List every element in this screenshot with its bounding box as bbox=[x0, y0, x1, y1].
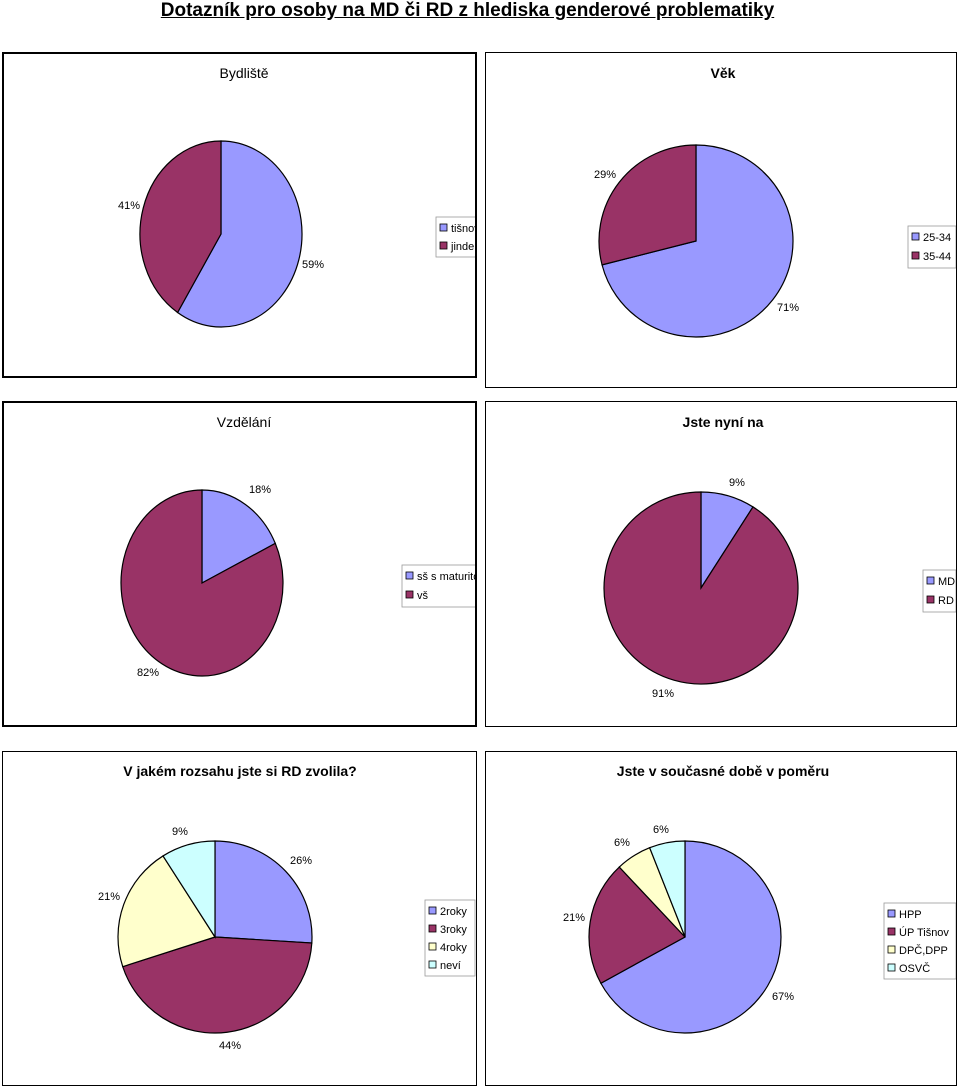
data-label-4roky: 21% bbox=[98, 891, 120, 903]
pie-chart-bydliste: Bydliště 59% 41% tišnov jinde bbox=[118, 65, 475, 328]
legend-swatch-ss-s-maturitou bbox=[405, 571, 414, 580]
pie-slice-jinde bbox=[139, 140, 222, 314]
pie-slice-nevi bbox=[162, 840, 216, 940]
data-label-vs: 82% bbox=[137, 667, 159, 679]
legend-label-vs: vš bbox=[417, 590, 429, 602]
legend-label-3roky: 3roky bbox=[440, 924, 467, 936]
pie-slice-3roky bbox=[121, 936, 313, 1034]
legend-box bbox=[401, 564, 475, 608]
data-label-2roky: 26% bbox=[290, 855, 312, 867]
pie-slice-35-44 bbox=[598, 144, 697, 266]
pie-slice-vs bbox=[120, 489, 284, 677]
data-label-jinde: 41% bbox=[118, 200, 140, 212]
pie-slice-2roky bbox=[214, 840, 313, 944]
pie-slice-rd bbox=[603, 491, 799, 685]
data-label-rd: 91% bbox=[652, 688, 674, 700]
pie-slice-ss-s-maturitou bbox=[201, 489, 277, 585]
data-label-tisnov: 59% bbox=[302, 259, 324, 271]
legend-label-rd: RD bbox=[938, 595, 954, 607]
legend-swatch-up-tisnov bbox=[887, 927, 896, 936]
pie-slice-up-tisnov bbox=[588, 866, 686, 985]
legend-swatch-dpc-dpp bbox=[887, 945, 896, 954]
legend-label-md: MD bbox=[938, 576, 955, 588]
data-label-3roky: 44% bbox=[219, 1040, 241, 1052]
pie-slice-25-34 bbox=[601, 144, 794, 338]
legend-swatch-2roky bbox=[428, 906, 437, 915]
pie-chart-vek: Věk 71% 29% 25-34 35-44 bbox=[594, 65, 956, 338]
legend-label-35-44: 35-44 bbox=[923, 251, 951, 263]
data-label-nevi: 9% bbox=[172, 826, 188, 838]
legend-swatch-25-34 bbox=[911, 232, 920, 241]
legend-box bbox=[883, 902, 956, 980]
legend-label-25-34: 25-34 bbox=[923, 232, 951, 244]
legend-swatch-4roky bbox=[428, 942, 437, 951]
chart-panel-pomer: Jste v současné době v poměru 67% 21% 6% 6% H… bbox=[485, 751, 957, 1086]
chart-title: Jste v současné době v poměru bbox=[617, 763, 829, 779]
chart-title: V jakém rozsahu jste si RD zvolila? bbox=[123, 763, 356, 779]
data-label-osvc: 6% bbox=[653, 824, 669, 836]
data-label-25-34: 71% bbox=[777, 302, 799, 314]
data-label-dpc-dpp: 6% bbox=[614, 837, 630, 849]
pie-slice-tisnov bbox=[176, 140, 303, 328]
legend-swatch-osvc bbox=[887, 963, 896, 972]
chart-panel-vzdelani: Vzdělání 18% 82% sš s maturitou vš bbox=[2, 401, 477, 727]
legend-label-hpp: HPP bbox=[899, 909, 922, 921]
pie-chart-vzdelani: Vzdělání 18% 82% sš s maturitou vš bbox=[120, 414, 475, 679]
data-label-md: 9% bbox=[729, 477, 745, 489]
legend-label-tisnov: tišnov bbox=[451, 223, 475, 235]
pie-chart-rozsah-rd: V jakém rozsahu jste si RD zvolila? 26% 44… bbox=[98, 763, 476, 1052]
legend-label-dpc-dpp: DPČ,DPP bbox=[899, 944, 948, 957]
legend-label-jinde: jinde bbox=[450, 241, 474, 253]
page-title: Dotazník pro osoby na MD či RD z hledisk… bbox=[160, 0, 775, 21]
legend-swatch-3roky bbox=[428, 924, 437, 933]
legend-swatch-md bbox=[926, 576, 935, 585]
chart-panel-vek: Věk 71% 29% 25-34 35-44 bbox=[485, 52, 957, 388]
legend-label-osvc: OSVČ bbox=[899, 962, 930, 975]
pie-chart-pomer: Jste v současné době v poměru 67% 21% 6% 6% H… bbox=[563, 763, 956, 1034]
data-label-ss-s-maturitou: 18% bbox=[249, 484, 271, 496]
chart-title: Vzdělání bbox=[217, 414, 272, 430]
legend-swatch-35-44 bbox=[911, 251, 920, 260]
data-label-hpp: 67% bbox=[772, 991, 794, 1003]
legend-label-4roky: 4roky bbox=[440, 942, 467, 954]
chart-panel-jste-nyni-na: Jste nyní na 9% 91% MD RD bbox=[485, 401, 957, 727]
legend-label-up-tisnov: ÚP Tišnov bbox=[899, 926, 949, 939]
pie-slice-hpp bbox=[600, 840, 782, 1034]
legend-swatch-hpp bbox=[887, 909, 896, 918]
data-label-up-tisnov: 21% bbox=[563, 912, 585, 924]
legend-swatch-rd bbox=[926, 595, 935, 604]
pie-chart-jste-nyni-na: Jste nyní na 9% 91% MD RD bbox=[603, 414, 956, 700]
legend-label-2roky: 2roky bbox=[440, 906, 467, 918]
chart-title: Bydliště bbox=[219, 65, 268, 81]
legend-swatch-vs bbox=[405, 590, 414, 599]
legend-swatch-nevi bbox=[428, 960, 437, 969]
legend-swatch-jinde bbox=[439, 241, 448, 250]
pie-slice-4roky bbox=[117, 855, 216, 968]
chart-title: Jste nyní na bbox=[683, 414, 764, 430]
legend-label-ss-s-maturitou: sš s maturitou bbox=[417, 571, 475, 583]
pie-slice-osvc bbox=[648, 840, 686, 938]
legend-swatch-tisnov bbox=[439, 223, 448, 232]
data-label-35-44: 29% bbox=[594, 169, 616, 181]
chart-panel-rozsah-rd: V jakém rozsahu jste si RD zvolila? 26% 44… bbox=[2, 751, 477, 1086]
chart-title: Věk bbox=[711, 65, 736, 81]
legend-label-nevi: neví bbox=[440, 960, 461, 972]
chart-panel-bydliste: Bydliště 59% 41% tišnov jinde bbox=[2, 52, 477, 378]
